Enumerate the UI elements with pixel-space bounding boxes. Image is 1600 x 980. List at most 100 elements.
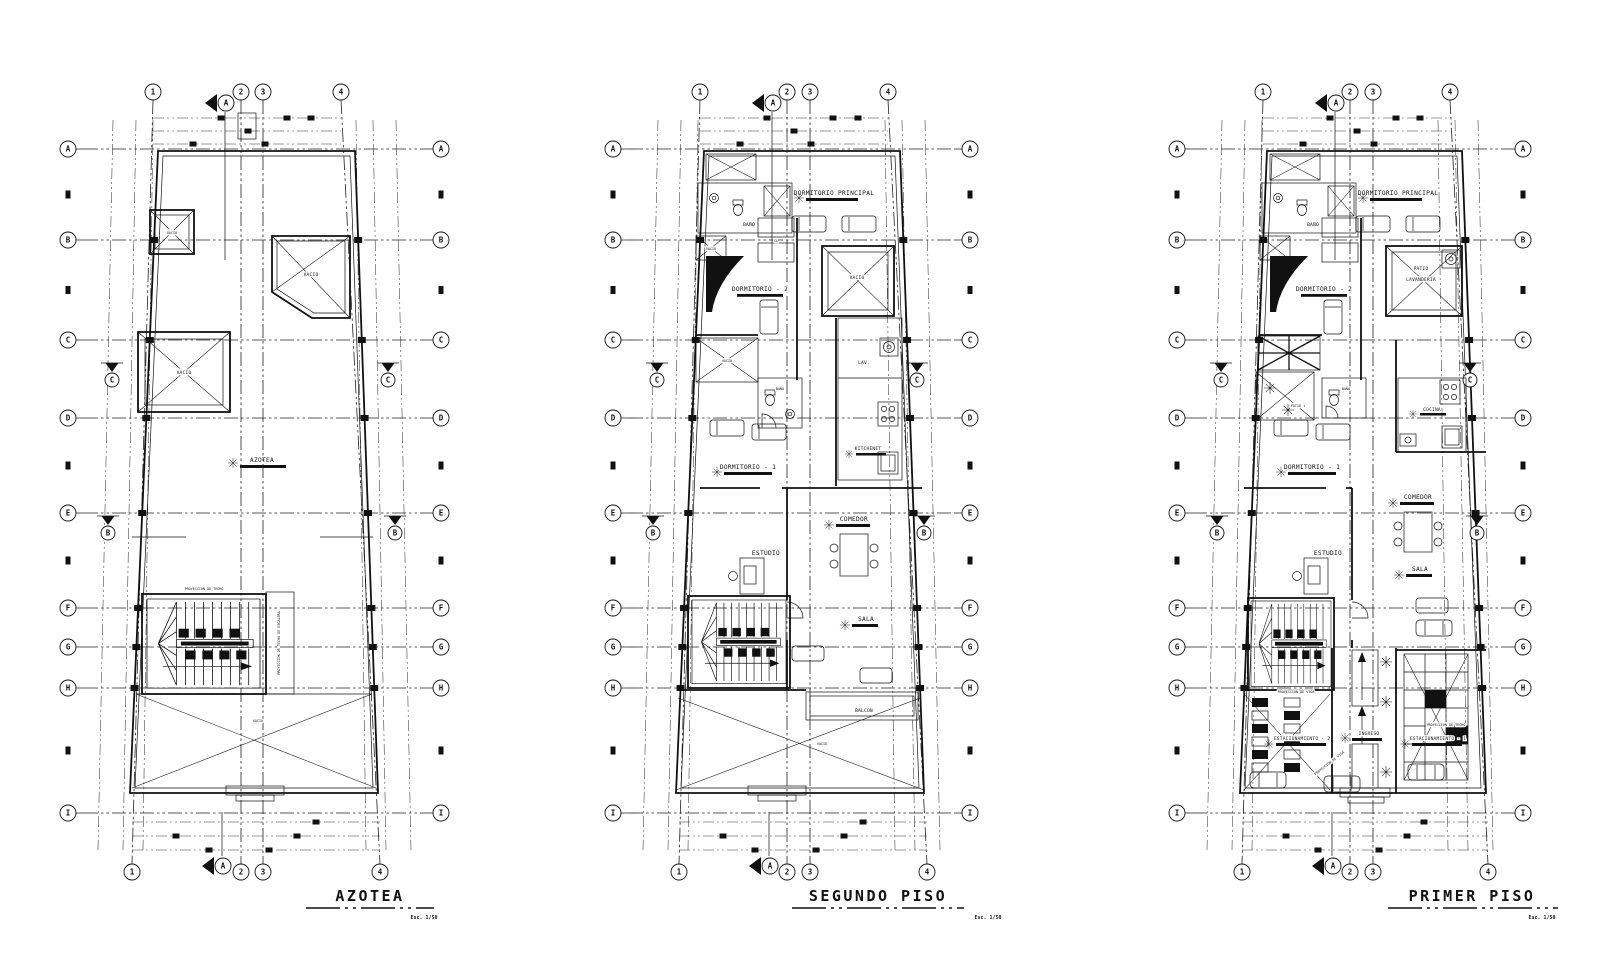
grid-col-1-top-bubble (1254, 83, 1272, 101)
grid-row-D-right-label: D (1521, 414, 1526, 423)
room-label: VACIO (850, 275, 865, 281)
grid-row-G-right-bubble (432, 638, 450, 656)
grid-row-I-right-label: I (439, 809, 444, 818)
note-techo: PROYECCION DE TECHO (1427, 723, 1466, 727)
grid-row-B-right-label: B (439, 236, 444, 245)
estudio: ESTUDIO (1292, 549, 1343, 595)
grid-row-A-left-label: A (611, 145, 616, 154)
grid-row-B-left-bubble (59, 231, 77, 249)
azotea-label: AZOTEA (227, 457, 286, 469)
grid-plan-1: A A B B C C D D E E F F G G H H I I 1 1 2 2 3 3 4 4 A A C B C B (604, 83, 979, 881)
bottom-void: VACIO (675, 697, 925, 802)
grid-row-C-right-bubble (432, 331, 450, 349)
grid-col-2-bottom-label: 2 (785, 868, 790, 877)
section-top-label: A (771, 99, 776, 108)
section-bottom-label: A (221, 862, 226, 871)
grid-row-I-left-label: I (1175, 809, 1180, 818)
grid-row-I-left-bubble (604, 804, 622, 822)
bed-icon (841, 215, 877, 233)
bottom-void: VACIO (131, 693, 377, 802)
grid-row-E-right-bubble (961, 504, 979, 522)
grid-row-B-right-bubble (432, 231, 450, 249)
grid-row-E-right-bubble (1514, 504, 1532, 522)
dormitorio-principal: DORMITORIO PRINCIPAL (1355, 190, 1441, 233)
room-label: BAÑO (776, 386, 784, 391)
desk (739, 557, 765, 595)
section-right-upper-label: C (915, 376, 920, 385)
grid-row-D-left-bubble (59, 409, 77, 427)
grid-row-C-right-bubble (961, 331, 979, 349)
svg-text:AZOTEA: AZOTEA (335, 887, 404, 905)
grid-col-3-top-bubble (1364, 83, 1382, 101)
cocina: COCINA (1395, 340, 1486, 453)
north-star-icon (1339, 732, 1351, 744)
section-right-lower-bubble (387, 525, 403, 541)
grid-col-2-bottom-label: 2 (239, 868, 244, 877)
grid-col-2-top-label: 2 (239, 88, 244, 97)
grid-col-3-top-label: 3 (1371, 88, 1376, 97)
grid-col-2-top-label: 2 (785, 88, 790, 97)
desk (1303, 557, 1329, 595)
grid-row-D-left-label: D (1175, 414, 1180, 423)
grid-row-E-left-bubble (604, 504, 622, 522)
grid-row-F-right-bubble (432, 599, 450, 617)
grid-col-3-top-label: 3 (808, 88, 813, 97)
grid-row-F-left-bubble (604, 599, 622, 617)
room-label: LAV. (858, 360, 870, 366)
balcony: BALCON (678, 689, 922, 721)
ingreso: INGRESO (1323, 649, 1393, 793)
grid-row-A-left-bubble (59, 140, 77, 158)
section-top-bubble (764, 94, 782, 112)
grid-row-E-right-label: E (1521, 509, 1526, 518)
grid-row-I-left-bubble (1168, 804, 1186, 822)
grid-row-B-right-label: B (968, 236, 973, 245)
grid-col-4-bottom-label: 4 (378, 868, 383, 877)
patio-void: VACIO (271, 235, 351, 319)
grid-row-A-right-label: A (968, 145, 973, 154)
section-right-upper-label: C (1468, 376, 1473, 385)
car-icon (1249, 771, 1287, 789)
section-right-upper-bubble (380, 372, 396, 388)
grid-col-1-top-label: 1 (1261, 88, 1266, 97)
north-star-icon (1408, 409, 1418, 419)
grid-row-C-right-label: C (439, 336, 444, 345)
estacionamiento-1: ESTACIONAMIENTO - 1 (1399, 653, 1469, 781)
bathroom-2: BAÑO (757, 377, 803, 429)
north-star-icon (839, 619, 851, 631)
plan-azotea: VACIO VACIO VACIO AZOTEA PROYECCION DE T… (131, 112, 438, 921)
grid-row-G-left-bubble (604, 638, 622, 656)
grid-row-H-left-bubble (604, 679, 622, 697)
room-label: BAÑO (1307, 221, 1319, 228)
grid-row-D-left-label: D (66, 414, 71, 423)
grid-row-F-right-label: F (439, 604, 444, 613)
grid-col-1-bottom-label: 1 (130, 868, 135, 877)
plan-segundo-piso: BAÑO VACIO CL DORMITORIO PRINCIPAL VACIO… (675, 153, 1002, 921)
plant-icon (1379, 655, 1393, 669)
stove-icon (877, 401, 899, 427)
grid-col-1-top-label: 1 (151, 88, 156, 97)
car-icon (1407, 763, 1445, 781)
grid-col-4-top-label: 4 (339, 88, 344, 97)
grid-row-F-right-label: F (968, 604, 973, 613)
grid-row-F-left-label: F (1175, 604, 1180, 613)
plan-title: AZOTEA Esc. 1/50 (306, 887, 438, 921)
grid-row-B-left-bubble (604, 231, 622, 249)
grid-row-C-left-label: C (66, 336, 71, 345)
grid-row-F-left-label: F (611, 604, 616, 613)
sink-icon (709, 193, 719, 203)
section-left-upper-label: C (655, 376, 660, 385)
room-label: CL (774, 239, 778, 243)
grid-row-D-left-bubble (604, 409, 622, 427)
grid-row-C-left-label: C (1175, 336, 1180, 345)
section-right-lower-bubble (1469, 525, 1485, 541)
grid-col-4-top-bubble (332, 83, 350, 101)
grid-row-E-left-bubble (1168, 504, 1186, 522)
plan-primer-piso: BAÑO DORMITORIO PRINCIPAL PATIO LAVANDER… (1243, 153, 1558, 921)
north-star-icon (1399, 738, 1411, 750)
grid-row-I-right-label: I (968, 809, 973, 818)
sofa (859, 667, 893, 684)
section-top-bubble (1327, 94, 1345, 112)
grid-row-A-left-bubble (604, 140, 622, 158)
grid-layer: A A B B C C D D E E F F G G H H I I 1 1 2 2 3 3 4 4 A A C B C B A A B B C C D D… (59, 83, 1532, 881)
